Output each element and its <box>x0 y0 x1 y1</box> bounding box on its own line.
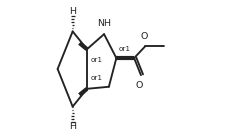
Text: O: O <box>135 81 143 90</box>
Text: H: H <box>69 122 76 131</box>
Text: NH: NH <box>97 19 111 28</box>
Text: H: H <box>69 7 76 16</box>
Text: or1: or1 <box>118 46 130 52</box>
Text: O: O <box>139 32 147 41</box>
Text: or1: or1 <box>90 75 102 81</box>
Text: or1: or1 <box>90 57 102 63</box>
